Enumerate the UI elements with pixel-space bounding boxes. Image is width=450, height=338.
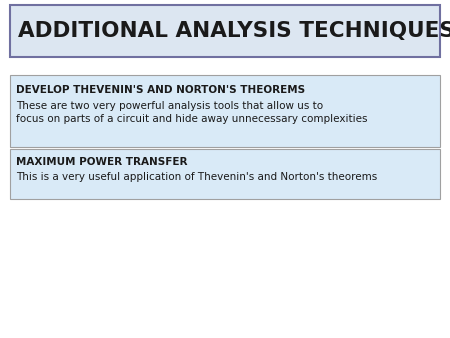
FancyBboxPatch shape xyxy=(10,5,440,57)
Text: MAXIMUM POWER TRANSFER: MAXIMUM POWER TRANSFER xyxy=(16,157,188,167)
FancyBboxPatch shape xyxy=(10,75,440,147)
Text: This is a very useful application of Thevenin's and Norton's theorems: This is a very useful application of The… xyxy=(16,172,377,182)
Text: These are two very powerful analysis tools that allow us to
focus on parts of a : These are two very powerful analysis too… xyxy=(16,101,368,124)
Text: DEVELOP THEVENIN'S AND NORTON'S THEOREMS: DEVELOP THEVENIN'S AND NORTON'S THEOREMS xyxy=(16,85,305,95)
Text: ADDITIONAL ANALYSIS TECHNIQUES: ADDITIONAL ANALYSIS TECHNIQUES xyxy=(18,21,450,41)
FancyBboxPatch shape xyxy=(10,149,440,199)
